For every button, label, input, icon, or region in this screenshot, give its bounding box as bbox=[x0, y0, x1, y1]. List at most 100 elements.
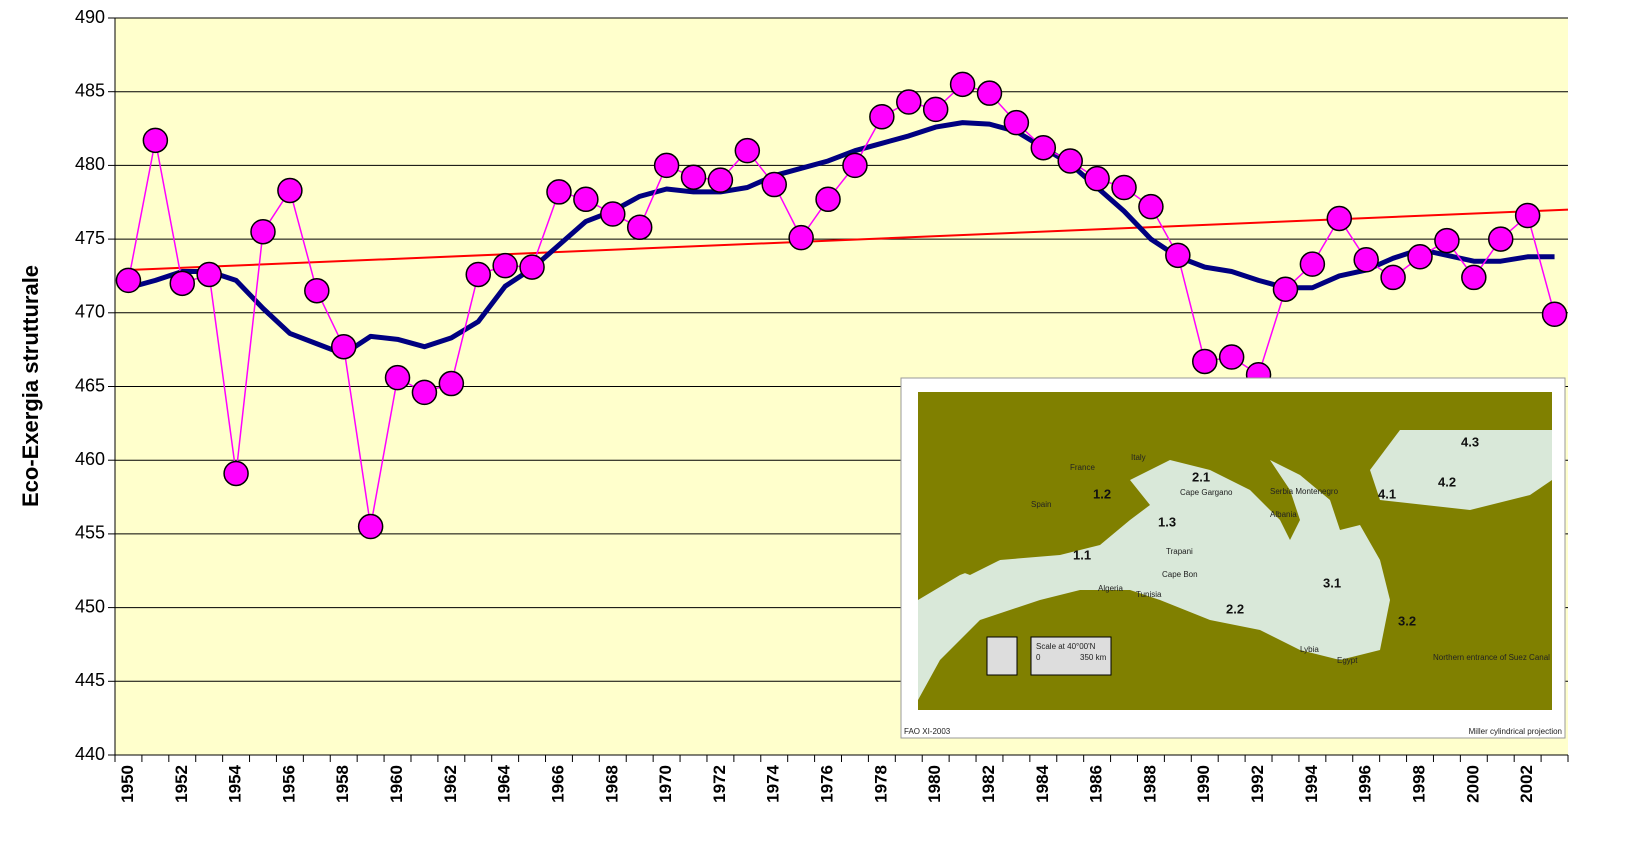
y-tick-label: 470 bbox=[75, 302, 105, 322]
x-tick-label: 1990 bbox=[1194, 765, 1213, 803]
x-tick-label: 2000 bbox=[1463, 765, 1482, 803]
data-point bbox=[573, 186, 599, 213]
map-label: Tunisia bbox=[1136, 590, 1162, 599]
data-point bbox=[1380, 264, 1406, 291]
y-tick-label: 455 bbox=[75, 523, 105, 543]
data-point bbox=[815, 186, 841, 213]
x-tick-label: 1996 bbox=[1356, 765, 1375, 803]
x-tick-label: 1968 bbox=[602, 765, 621, 803]
data-point bbox=[223, 460, 249, 487]
x-tick-label: 1988 bbox=[1140, 765, 1159, 803]
x-tick-label: 1956 bbox=[279, 765, 298, 803]
x-tick-label: 1970 bbox=[656, 765, 675, 803]
map-label: Lybia bbox=[1300, 645, 1319, 654]
data-point bbox=[1218, 344, 1245, 370]
data-point bbox=[869, 104, 895, 130]
y-tick-label: 490 bbox=[75, 7, 105, 27]
data-point bbox=[115, 267, 142, 294]
data-point bbox=[465, 261, 491, 288]
data-point bbox=[949, 71, 976, 98]
data-point bbox=[788, 224, 814, 251]
data-point bbox=[384, 364, 411, 391]
map-label: 2.2 bbox=[1226, 601, 1244, 616]
map-label: France bbox=[1070, 463, 1095, 472]
data-point bbox=[761, 171, 787, 198]
data-point bbox=[492, 252, 518, 279]
data-point bbox=[1057, 148, 1083, 174]
data-point bbox=[626, 214, 653, 241]
x-tick-label: 1954 bbox=[226, 764, 245, 802]
data-point bbox=[304, 277, 330, 304]
data-point bbox=[546, 179, 572, 205]
map-label: Scale at 40°00'N bbox=[1036, 642, 1096, 651]
x-tick-label: 1980 bbox=[925, 765, 944, 803]
data-point bbox=[1487, 226, 1514, 252]
map-label: 350 km bbox=[1080, 653, 1107, 662]
map-label: FAO XI-2003 bbox=[904, 727, 951, 736]
data-point bbox=[1326, 205, 1353, 232]
data-point bbox=[734, 137, 761, 164]
data-point bbox=[169, 270, 196, 297]
data-point bbox=[680, 164, 707, 190]
x-tick-label: 1992 bbox=[1248, 765, 1267, 803]
map-label: Trapani bbox=[1166, 547, 1193, 556]
y-tick-label: 460 bbox=[75, 449, 105, 469]
x-tick-label: 1958 bbox=[333, 765, 352, 803]
map-land bbox=[930, 480, 1050, 575]
map-label: Egypt bbox=[1337, 656, 1358, 665]
data-point bbox=[896, 89, 922, 115]
data-point bbox=[196, 261, 222, 288]
map-label: 4.2 bbox=[1438, 474, 1456, 489]
x-tick-label: 1984 bbox=[1033, 764, 1052, 802]
data-point bbox=[653, 152, 680, 179]
map-label: Cape Bon bbox=[1162, 570, 1198, 579]
inset-map: 1.1 1.2 1.3 2.1 2.2 3.1 3.2 4.1 4.2 4.3 … bbox=[900, 377, 1566, 739]
x-tick-label: 1986 bbox=[1087, 765, 1106, 803]
y-tick-label: 475 bbox=[75, 228, 105, 248]
y-tick-label: 445 bbox=[75, 670, 105, 690]
y-axis-label: Eco-Exergia strutturale bbox=[18, 265, 43, 507]
map-label: 3.1 bbox=[1323, 575, 1341, 590]
map-label: 0 bbox=[1036, 653, 1041, 662]
x-tick-label: 1952 bbox=[172, 765, 191, 803]
x-tick-label: 1972 bbox=[710, 765, 729, 803]
data-point bbox=[250, 218, 276, 245]
data-point bbox=[277, 177, 303, 204]
x-tick-label: 1962 bbox=[441, 765, 460, 803]
map-compass bbox=[986, 636, 1018, 676]
x-tick-label: 1964 bbox=[495, 764, 514, 802]
map-label: Miller cylindrical projection bbox=[1469, 727, 1562, 736]
x-tick-label: 1978 bbox=[871, 765, 890, 803]
data-point bbox=[1030, 134, 1057, 161]
x-tick-label: 1974 bbox=[764, 764, 783, 802]
data-point bbox=[1084, 165, 1110, 192]
map-label: Albania bbox=[1270, 510, 1297, 519]
data-point bbox=[842, 152, 868, 179]
x-tick-label: 1950 bbox=[118, 765, 137, 803]
map-label: Spain bbox=[1031, 500, 1051, 509]
y-tick-label: 485 bbox=[75, 80, 105, 100]
x-tick-label: 1976 bbox=[818, 765, 837, 803]
data-point bbox=[922, 96, 949, 123]
map-label: 1.3 bbox=[1158, 514, 1176, 529]
data-point bbox=[519, 254, 545, 280]
data-point bbox=[357, 513, 384, 540]
data-point bbox=[1165, 242, 1191, 269]
data-point bbox=[1353, 246, 1379, 273]
x-tick-label: 2002 bbox=[1517, 765, 1536, 803]
data-point bbox=[1192, 348, 1218, 375]
map-label: 3.2 bbox=[1398, 613, 1416, 628]
map-label: Algeria bbox=[1098, 584, 1123, 593]
map-label: 1.2 bbox=[1093, 486, 1111, 501]
data-point bbox=[976, 80, 1003, 106]
data-point bbox=[1514, 202, 1541, 229]
data-point bbox=[1434, 227, 1460, 254]
data-point bbox=[600, 201, 626, 227]
data-point bbox=[707, 167, 734, 193]
y-tick-label: 465 bbox=[75, 375, 105, 395]
map-label: Italy bbox=[1131, 453, 1146, 462]
map-label: Serbia Montenegro bbox=[1270, 487, 1339, 496]
x-tick-label: 1994 bbox=[1302, 764, 1321, 802]
map-sea bbox=[1370, 430, 1552, 510]
